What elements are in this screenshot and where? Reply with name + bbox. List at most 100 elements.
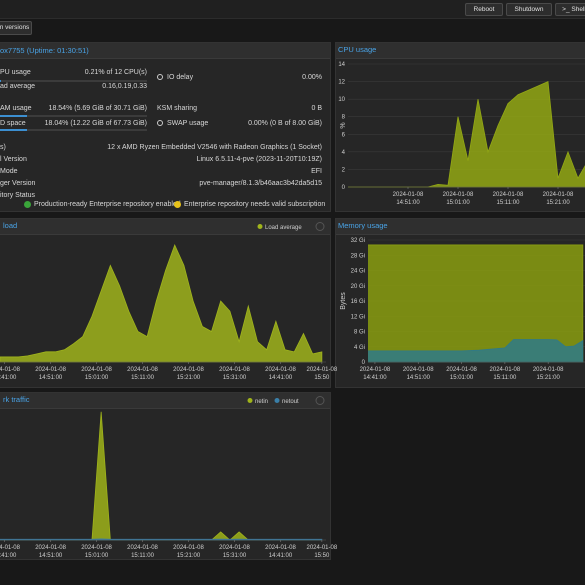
x-tick-date: 2024-01-08 — [403, 367, 434, 373]
legend-label[interactable]: netin — [255, 399, 268, 405]
reboot-button[interactable]: Reboot — [465, 3, 503, 16]
x-tick-date: 2024-01-08 — [307, 545, 338, 551]
x-tick-time: 14:51:00 — [39, 553, 63, 559]
legend-marker — [257, 224, 263, 229]
stat-value: 18.54% (5.69 GiB of 30.71 GiB) — [48, 105, 147, 112]
panel-title: CPU usage — [338, 45, 376, 54]
x-tick-date: 2024-01-08 — [81, 545, 112, 551]
ok-icon — [24, 201, 31, 208]
stat-value: 0 B — [311, 105, 322, 112]
x-tick-date: 2024-01-08 — [173, 545, 204, 551]
x-tick-label: 2024-01-08 15:01:00 — [81, 545, 112, 559]
info-label: ger Version — [0, 180, 36, 187]
legend-label[interactable]: Load average — [265, 225, 302, 231]
stat-label: KSM sharing — [157, 105, 198, 112]
x-tick-time: 15:50 — [314, 553, 330, 559]
x-tick-label: 2024-01-08 15:01:00 — [443, 192, 474, 206]
plot — [0, 244, 323, 363]
x-tick-time: 15:21:00 — [546, 200, 570, 206]
x-tick-label: 2024-01-08 15:11:00 — [127, 545, 158, 559]
area — [368, 339, 584, 363]
stat-value: 0.00% — [302, 74, 322, 81]
x-tick-date: 2024-01-08 — [127, 545, 158, 551]
swap-icon — [157, 120, 163, 126]
panel-title: Memory usage — [338, 221, 388, 230]
x-tick-time: 14:41:00 — [0, 375, 17, 381]
x-tick-label: 2024-01-08 15:01:00 — [446, 367, 477, 381]
x-tick-time: 15:31:00 — [223, 553, 247, 559]
y-tick-label: 16 Gi — [351, 299, 365, 305]
y-axis-label: % — [340, 122, 347, 128]
panel-header — [336, 219, 585, 235]
y-tick-label: 24 Gi — [351, 269, 365, 275]
network-panel — [0, 392, 331, 560]
y-tick-label: 14 — [338, 62, 345, 68]
x-tick-date: 2024-01-08 — [35, 545, 66, 551]
panel-header — [0, 393, 330, 409]
y-tick-label: 28 Gi — [351, 253, 365, 259]
x-tick-label: 2024-01-08 14:51:00 — [393, 192, 424, 206]
x-tick-time: 15:21:00 — [537, 375, 561, 381]
stat-label: D space — [0, 120, 26, 127]
x-tick-label: 2024-01-08 15:50 — [307, 367, 338, 381]
stat-label: PU usage — [0, 69, 31, 76]
legend-marker — [247, 398, 253, 403]
x-tick-date: 2024-01-08 — [443, 192, 474, 198]
info-value: EFI — [311, 168, 322, 175]
x-tick-label: 2024-01-08 15:11:00 — [127, 367, 158, 381]
repo-status: Production-ready Enterprise repository e… — [34, 201, 181, 208]
x-tick-time: 14:41:00 — [363, 375, 387, 381]
y-tick-label: 4 — [342, 150, 346, 156]
summary-title: ox7755 (Uptime: 01:30:51) — [0, 46, 89, 55]
stat-value: 0.21% of 12 CPU(s) — [84, 69, 147, 76]
panel-header — [0, 219, 330, 235]
panel-tool[interactable] — [315, 396, 325, 405]
x-tick-date: 2024-01-08 — [446, 367, 477, 373]
y-tick-label: 12 — [338, 80, 345, 86]
x-tick-date: 2024-01-08 — [127, 367, 158, 373]
x-tick-time: 15:31:00 — [223, 375, 247, 381]
panel-tool[interactable] — [315, 222, 325, 231]
x-tick-label: 2024-01-08 15:21:00 — [533, 367, 564, 381]
area — [368, 244, 584, 363]
shell-button[interactable]: >_ Shell — [555, 3, 585, 16]
y-tick-label: 4 Gi — [354, 345, 365, 351]
x-tick-date: 2024-01-08 — [265, 367, 296, 373]
info-label: itory Status — [0, 192, 36, 199]
x-tick-date: 2024-01-08 — [307, 367, 338, 373]
legend-label[interactable]: netout — [282, 399, 299, 405]
x-tick-time: 15:11:00 — [131, 553, 155, 559]
y-tick-label: 20 Gi — [351, 284, 365, 290]
y-tick-label: 32 Gi — [351, 238, 365, 244]
stat-value: 18.04% (12.22 GiB of 67.73 GiB) — [44, 120, 147, 127]
x-tick-date: 2024-01-08 — [173, 367, 204, 373]
x-tick-time: 15:21:00 — [177, 553, 201, 559]
shutdown-button[interactable]: Shutdown — [506, 3, 552, 16]
toolbar — [0, 0, 585, 19]
info-value: 12 x AMD Ryzen Embedded V2546 with Radeo… — [107, 144, 322, 151]
tab[interactable]: n versions — [0, 21, 32, 35]
panel-header — [336, 43, 585, 59]
x-tick-time: 15:11:00 — [497, 200, 521, 206]
x-tick-label: 2024-01-08 14:41:00 — [360, 367, 391, 381]
y-tick-label: 2 — [342, 167, 346, 173]
panel-header — [0, 43, 330, 59]
repo-status: Enterprise repository needs valid subscr… — [184, 201, 326, 208]
info-label: l Version — [0, 156, 27, 163]
x-tick-time: 15:01:00 — [85, 375, 109, 381]
plot — [0, 411, 323, 541]
x-tick-time: 14:41:00 — [0, 553, 17, 559]
x-tick-date: 2024-01-08 — [0, 367, 21, 373]
x-tick-time: 15:21:00 — [177, 375, 201, 381]
x-tick-label: 2024-01-08 15:50 — [307, 545, 338, 559]
x-tick-label: 2024-01-08 15:31:00 — [219, 367, 250, 381]
x-tick-label: 2024-01-08 14:41:00 — [265, 545, 296, 559]
y-tick-label: 8 — [342, 115, 346, 121]
x-tick-label: 2024-01-08 15:31:00 — [219, 545, 250, 559]
x-tick-date: 2024-01-08 — [360, 367, 391, 373]
y-tick-label: 12 Gi — [351, 314, 365, 320]
y-tick-label: 0 — [362, 360, 366, 366]
x-tick-date: 2024-01-08 — [533, 367, 564, 373]
x-tick-time: 14:51:00 — [407, 375, 431, 381]
